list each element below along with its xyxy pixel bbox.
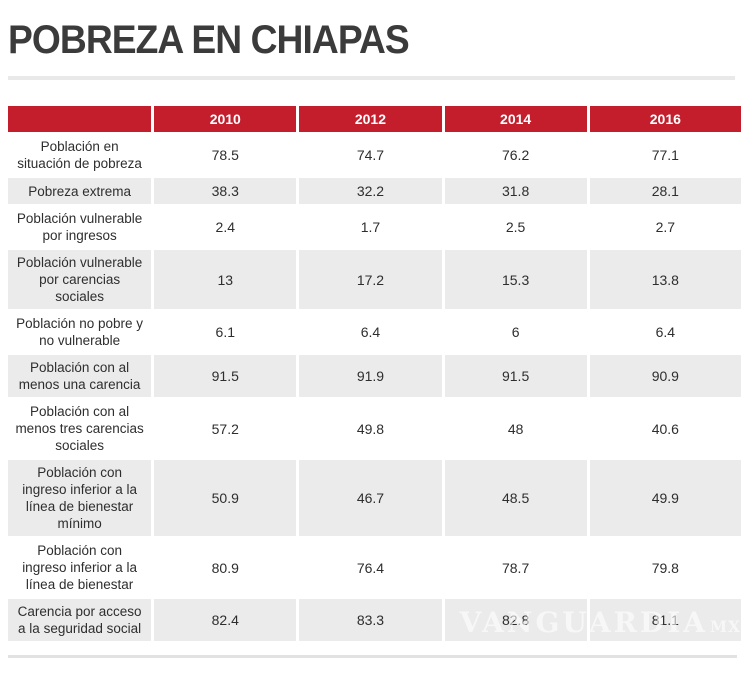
table-row: Población vulnerable por ingresos 2.4 1.… <box>8 206 741 248</box>
page-title: POBREZA EN CHIAPAS <box>8 18 410 62</box>
table-cell: 13 <box>154 250 297 309</box>
table-cell: 48.5 <box>444 460 587 536</box>
table-cell: 49.9 <box>589 460 741 536</box>
year-header-2016: 2016 <box>589 106 741 132</box>
table-cell: 81.1 <box>589 599 741 641</box>
table-row: Población con ingreso inferior a la líne… <box>8 460 741 536</box>
table-cell: 6.1 <box>154 311 297 353</box>
corner-header-cell <box>8 106 152 132</box>
table-cell: 38.3 <box>154 178 297 204</box>
table-cell: 6.4 <box>299 311 442 353</box>
table-cell: 2.5 <box>444 206 587 248</box>
table-cell: 28.1 <box>589 178 741 204</box>
table-cell: 91.5 <box>444 355 587 397</box>
table-row: Carencia por acceso a la seguridad socia… <box>8 599 741 641</box>
table-cell: 31.8 <box>444 178 587 204</box>
row-label: Población con al menos una carencia <box>8 355 152 397</box>
table-cell: 2.4 <box>154 206 297 248</box>
table-row: Población con al menos tres carencias so… <box>8 399 741 458</box>
table-cell: 32.2 <box>299 178 442 204</box>
table-cell: 91.5 <box>154 355 297 397</box>
page-container: POBREZA EN CHIAPAS 2010 2012 2014 2016 <box>8 18 741 658</box>
table-cell: 6.4 <box>589 311 741 353</box>
poverty-table-wrapper: 2010 2012 2014 2016 Población en situaci… <box>8 104 741 643</box>
table-row: Población en situación de pobreza 78.5 7… <box>8 134 741 176</box>
table-row: Población con al menos una carencia 91.5… <box>8 355 741 397</box>
table-row: Pobreza extrema 38.3 32.2 31.8 28.1 <box>8 178 741 204</box>
table-cell: 74.7 <box>299 134 442 176</box>
table-cell: 77.1 <box>589 134 741 176</box>
table-cell: 49.8 <box>299 399 442 458</box>
table-cell: 40.6 <box>589 399 741 458</box>
table-cell: 78.7 <box>444 538 587 597</box>
table-row: Población vulnerable por carencias socia… <box>8 250 741 309</box>
table-cell: 90.9 <box>589 355 741 397</box>
row-label: Población con ingreso inferior a la líne… <box>8 460 152 536</box>
table-cell: 17.2 <box>299 250 442 309</box>
table-cell: 78.5 <box>154 134 297 176</box>
year-header-2014: 2014 <box>444 106 587 132</box>
table-cell: 76.2 <box>444 134 587 176</box>
table-header-row: 2010 2012 2014 2016 <box>8 106 741 132</box>
table-cell: 82.8 <box>444 599 587 641</box>
table-cell: 15.3 <box>444 250 587 309</box>
table-cell: 46.7 <box>299 460 442 536</box>
row-label: Población con ingreso inferior a la líne… <box>8 538 152 597</box>
table-cell: 48 <box>444 399 587 458</box>
row-label: Población en situación de pobreza <box>8 134 152 176</box>
table-cell: 83.3 <box>299 599 442 641</box>
title-divider <box>8 76 735 80</box>
year-header-2012: 2012 <box>299 106 442 132</box>
poverty-table: 2010 2012 2014 2016 Población en situaci… <box>5 104 741 643</box>
table-cell: 91.9 <box>299 355 442 397</box>
table-cell: 82.4 <box>154 599 297 641</box>
table-row: Población con ingreso inferior a la líne… <box>8 538 741 597</box>
row-label: Población no pobre y no vulnerable <box>8 311 152 353</box>
table-cell: 50.9 <box>154 460 297 536</box>
table-cell: 57.2 <box>154 399 297 458</box>
year-header-2010: 2010 <box>154 106 297 132</box>
table-cell: 80.9 <box>154 538 297 597</box>
table-cell: 2.7 <box>589 206 741 248</box>
table-cell: 13.8 <box>589 250 741 309</box>
table-cell: 76.4 <box>299 538 442 597</box>
row-label: Población con al menos tres carencias so… <box>8 399 152 458</box>
row-label: Pobreza extrema <box>8 178 152 204</box>
table-cell: 79.8 <box>589 538 741 597</box>
row-label: Población vulnerable por carencias socia… <box>8 250 152 309</box>
table-cell: 1.7 <box>299 206 442 248</box>
bottom-divider <box>8 655 737 658</box>
row-label: Carencia por acceso a la seguridad socia… <box>8 599 152 641</box>
table-cell: 6 <box>444 311 587 353</box>
table-row: Población no pobre y no vulnerable 6.1 6… <box>8 311 741 353</box>
row-label: Población vulnerable por ingresos <box>8 206 152 248</box>
